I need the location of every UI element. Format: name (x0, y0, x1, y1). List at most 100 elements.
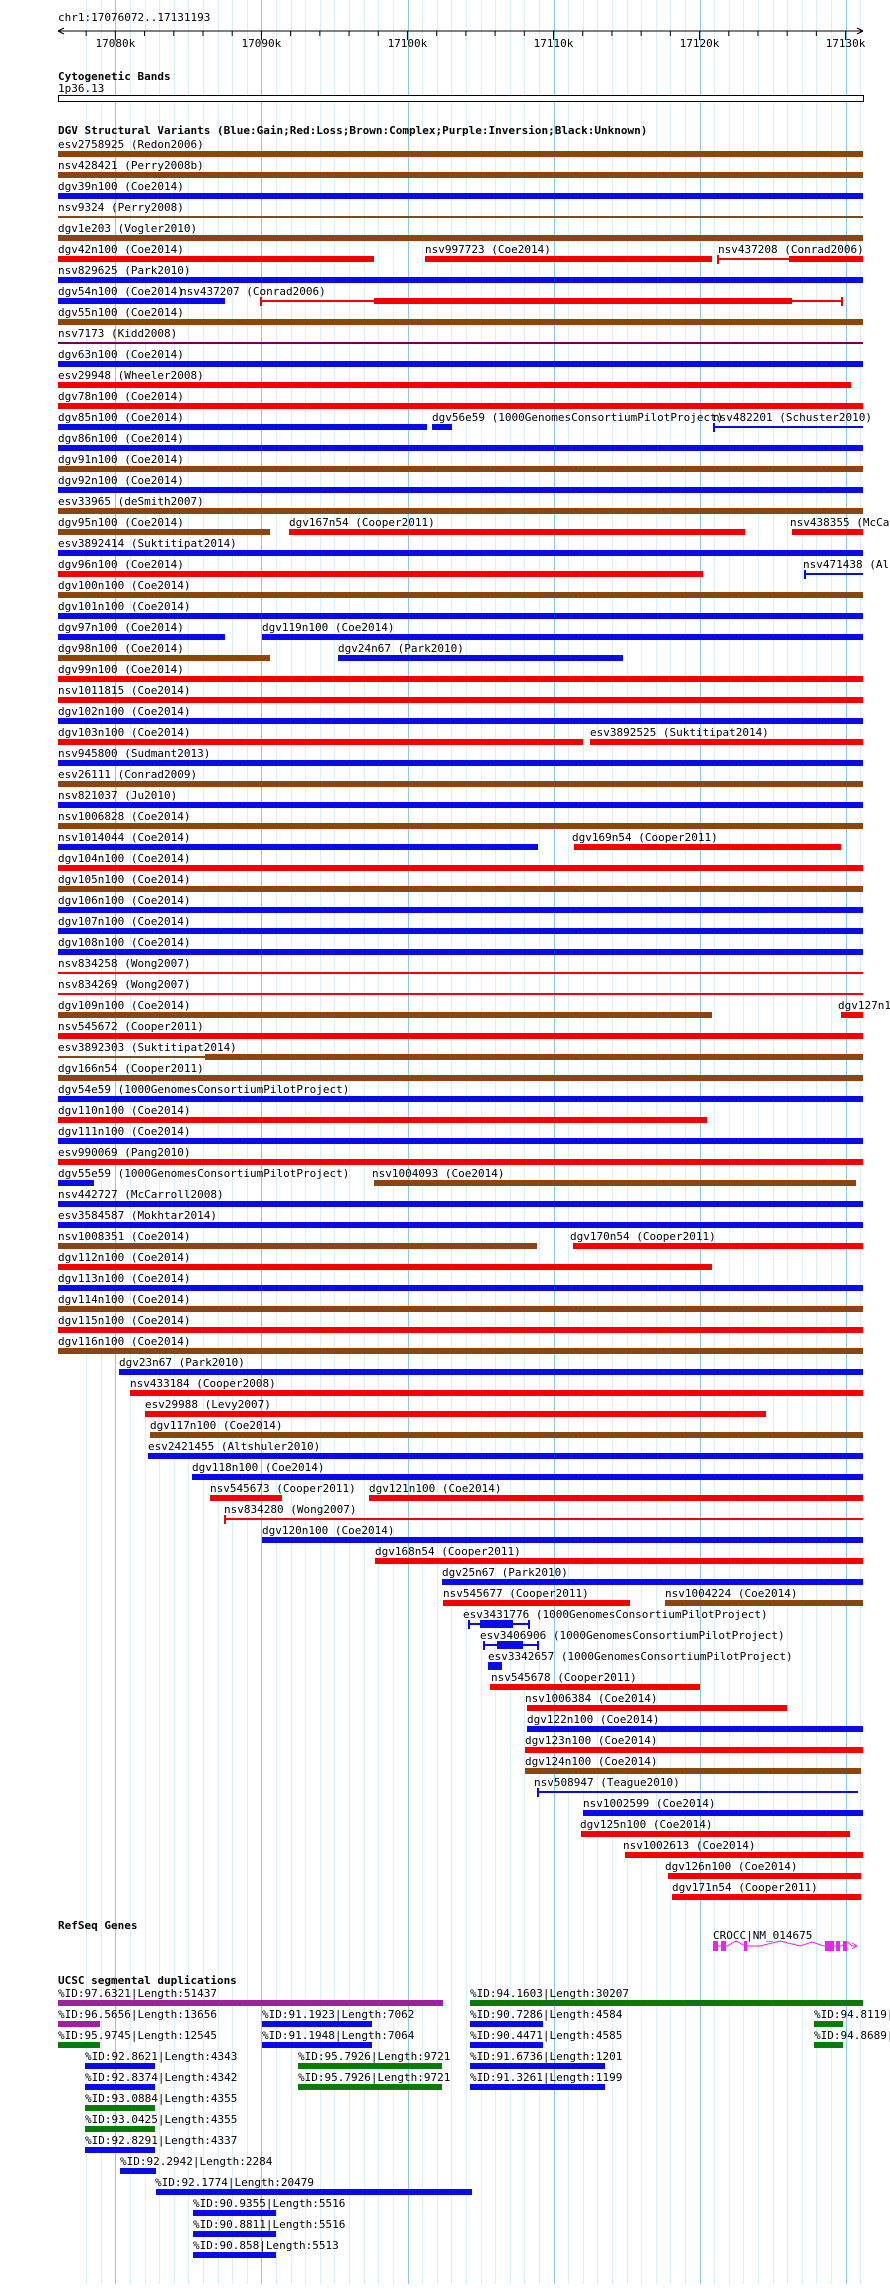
variant-bar[interactable] (58, 1348, 863, 1354)
variant-bar[interactable] (58, 1096, 863, 1102)
variant-bar[interactable] (432, 424, 452, 430)
variant-label[interactable]: dgv103n100 (Coe2014) (58, 726, 191, 739)
segdup-label[interactable]: %ID:97.6321|Length:51437 (58, 1987, 217, 2000)
variant-label[interactable]: esv990069 (Pang2010) (58, 1146, 191, 1159)
segdup-label[interactable]: %ID:90.9355|Length:5516 (193, 2197, 346, 2210)
segdup-bar[interactable] (193, 2231, 276, 2237)
variant-bar[interactable] (58, 1264, 712, 1270)
variant-bar[interactable] (130, 1390, 863, 1396)
variant-label[interactable]: nsv1006828 (Coe2014) (58, 810, 191, 823)
variant-bar[interactable] (841, 1012, 863, 1018)
variant-bar[interactable] (338, 655, 623, 661)
variant-bar[interactable] (789, 256, 863, 262)
variant-label[interactable]: dgv99n100 (Coe2014) (58, 663, 184, 676)
variant-bar[interactable] (260, 300, 374, 302)
variant-label[interactable]: nsv1004224 (Coe2014) (665, 1587, 798, 1600)
variant-label[interactable]: dgv100n100 (Coe2014) (58, 579, 191, 592)
variant-label[interactable]: esv3342657 (1000GenomesConsortiumPilotPr… (488, 1650, 793, 1663)
variant-label[interactable]: esv3584587 (Mokhtar2014) (58, 1209, 217, 1222)
variant-bar[interactable] (58, 676, 863, 682)
variant-bar[interactable] (58, 613, 863, 619)
variant-bar[interactable] (443, 1600, 630, 1606)
variant-bar[interactable] (58, 1285, 863, 1291)
variant-bar[interactable] (490, 1684, 700, 1690)
segdup-label[interactable]: %ID:93.0425|Length:4355 (85, 2113, 238, 2126)
variant-bar[interactable] (525, 1768, 861, 1774)
variant-bar[interactable] (58, 508, 863, 514)
segdup-label[interactable]: %ID:95.9745|Length:12545 (58, 2029, 217, 2042)
variant-bar[interactable] (425, 256, 712, 262)
variant-bar[interactable] (58, 907, 863, 913)
segdup-label[interactable]: %ID:91.1923|Length:7062 (262, 2008, 415, 2021)
variant-bar[interactable] (58, 718, 863, 724)
variant-label[interactable]: dgv42n100 (Coe2014) (58, 243, 184, 256)
variant-bar[interactable] (574, 844, 841, 850)
variant-label[interactable]: nsv438355 (McCarr (790, 516, 890, 529)
variant-label[interactable]: nsv471438 (Alka (803, 558, 890, 571)
segdup-label[interactable]: %ID:94.8119|L (814, 2008, 890, 2021)
segdup-label[interactable]: %ID:91.6736|Length:1201 (470, 2050, 623, 2063)
variant-label[interactable]: dgv91n100 (Coe2014) (58, 453, 184, 466)
variant-bar[interactable] (58, 1243, 537, 1249)
variant-label[interactable]: esv3892525 (Suktitipat2014) (590, 726, 769, 739)
variant-label[interactable]: esv33965 (deSmith2007) (58, 495, 204, 508)
variant-label[interactable]: dgv101n100 (Coe2014) (58, 600, 191, 613)
variant-bar[interactable] (58, 445, 863, 451)
variant-label[interactable]: nsv834269 (Wong2007) (58, 978, 191, 991)
variant-bar[interactable] (58, 1222, 863, 1228)
variant-bar[interactable] (583, 1810, 863, 1816)
variant-bar[interactable] (58, 487, 863, 493)
segdup-label[interactable]: %ID:90.4471|Length:4585 (470, 2029, 623, 2042)
variant-label[interactable]: dgv115n100 (Coe2014) (58, 1314, 191, 1327)
variant-label[interactable]: nsv9324 (Perry2008) (58, 201, 184, 214)
variant-bar[interactable] (58, 342, 863, 344)
variant-label[interactable]: dgv92n100 (Coe2014) (58, 474, 184, 487)
variant-bar[interactable] (58, 1138, 863, 1144)
variant-label[interactable]: nsv545677 (Cooper2011) (443, 1587, 589, 1600)
variant-label[interactable]: dgv106n100 (Coe2014) (58, 894, 191, 907)
variant-bar[interactable] (58, 972, 863, 974)
variant-label[interactable]: dgv121n100 (Coe2014) (369, 1482, 502, 1495)
segdup-bar[interactable] (470, 2084, 605, 2090)
variant-label[interactable]: nsv545673 (Cooper2011) (210, 1482, 356, 1495)
variant-label[interactable]: dgv95n100 (Coe2014) (58, 516, 184, 529)
variant-label[interactable]: nsv7173 (Kidd2008) (58, 327, 178, 340)
variant-label[interactable]: esv3892303 (Suktitipat2014) (58, 1041, 237, 1054)
variant-label[interactable]: esv26111 (Conrad2009) (58, 768, 198, 781)
segdup-label[interactable]: %ID:90.858|Length:5513 (193, 2239, 339, 2252)
variant-bar[interactable] (480, 1620, 513, 1628)
variant-label[interactable]: nsv829625 (Park2010) (58, 264, 191, 277)
segdup-bar[interactable] (470, 2021, 543, 2027)
variant-label[interactable]: nsv997723 (Coe2014) (425, 243, 551, 256)
segdup-bar[interactable] (298, 2084, 442, 2090)
variant-bar[interactable] (58, 466, 863, 472)
variant-label[interactable]: esv29948 (Wheeler2008) (58, 369, 204, 382)
variant-bar[interactable] (58, 1327, 863, 1333)
segdup-bar[interactable] (470, 2042, 543, 2048)
variant-label[interactable]: dgv114n100 (Coe2014) (58, 1293, 191, 1306)
variant-bar[interactable] (145, 1411, 766, 1417)
segdup-label[interactable]: %ID:91.3261|Length:1199 (470, 2071, 623, 2084)
variant-bar[interactable] (289, 529, 745, 535)
variant-bar[interactable] (58, 886, 863, 892)
variant-bar[interactable] (58, 256, 374, 262)
variant-label[interactable]: dgv127n1 (838, 999, 890, 1012)
variant-label[interactable]: esv29988 (Levy2007) (145, 1398, 271, 1411)
segdup-bar[interactable] (156, 2189, 472, 2195)
variant-bar[interactable] (58, 151, 863, 157)
variant-label[interactable]: nsv1004093 (Coe2014) (372, 1167, 505, 1180)
variant-bar[interactable] (58, 1306, 863, 1312)
variant-label[interactable]: dgv105n100 (Coe2014) (58, 873, 191, 886)
variant-bar[interactable] (58, 844, 538, 850)
segdup-bar[interactable] (58, 2000, 443, 2006)
variant-bar[interactable] (58, 529, 270, 535)
variant-bar[interactable] (58, 1201, 863, 1207)
variant-label[interactable]: nsv945800 (Sudmant2013) (58, 747, 211, 760)
variant-bar[interactable] (374, 298, 792, 304)
cytoband-box[interactable] (58, 95, 864, 102)
variant-bar[interactable] (150, 1432, 863, 1438)
variant-label[interactable]: dgv117n100 (Coe2014) (150, 1419, 283, 1432)
variant-bar[interactable] (58, 739, 583, 745)
variant-label[interactable]: nsv437207 (Conrad2006) (180, 285, 326, 298)
variant-label[interactable]: dgv54e59 (1000GenomesConsortiumPilotProj… (58, 1083, 350, 1096)
